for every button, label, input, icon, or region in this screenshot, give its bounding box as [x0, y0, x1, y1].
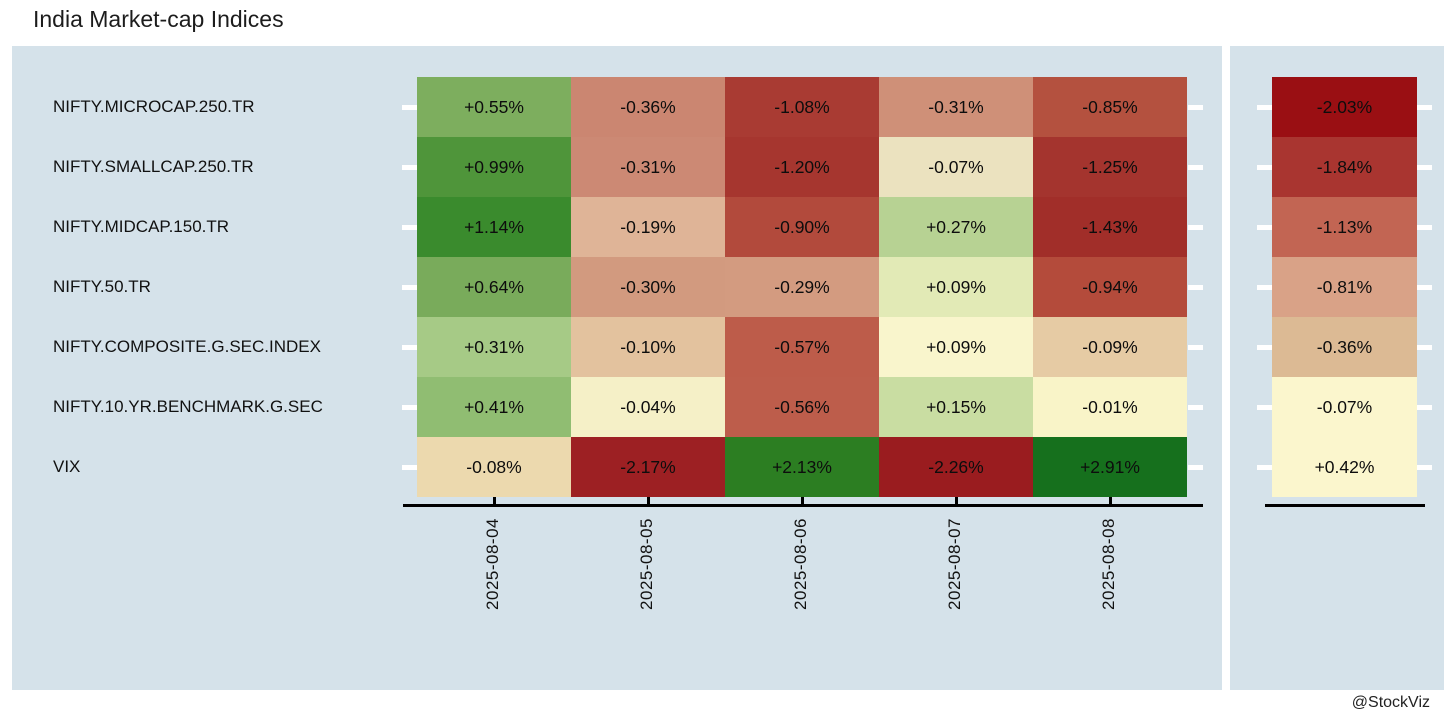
x-tick	[647, 497, 650, 507]
row-label: NIFTY.SMALLCAP.250.TR	[53, 157, 254, 176]
y-tick-dash	[1188, 224, 1203, 230]
heatmap-cell[interactable]: -0.56%	[725, 377, 879, 437]
x-axis-date-label: 2025-08-04	[483, 518, 502, 610]
heatmap-cell[interactable]: +0.55%	[417, 77, 571, 137]
y-tick-dash	[1417, 104, 1432, 110]
x-tick	[955, 497, 958, 507]
heatmap-cell[interactable]: +0.64%	[417, 257, 571, 317]
row-label: NIFTY.MICROCAP.250.TR	[53, 97, 255, 116]
y-tick-dash	[1188, 284, 1203, 290]
heatmap-cell[interactable]: +0.31%	[417, 317, 571, 377]
row-label: NIFTY.10.YR.BENCHMARK.G.SEC	[53, 397, 323, 416]
y-tick-dash	[1257, 104, 1272, 110]
summary-cell[interactable]: -1.13%	[1272, 197, 1417, 257]
x-axis-date-label: 2025-08-06	[791, 518, 810, 610]
summary-cell[interactable]: +0.42%	[1272, 437, 1417, 497]
heatmap-cell[interactable]: -0.29%	[725, 257, 879, 317]
x-tick	[493, 497, 496, 507]
y-tick-dash	[1417, 164, 1432, 170]
y-tick-dash	[1188, 344, 1203, 350]
y-tick-dash	[402, 224, 417, 230]
summary-cell[interactable]: -1.84%	[1272, 137, 1417, 197]
y-tick-dash	[1257, 404, 1272, 410]
heatmap-cell[interactable]: +0.99%	[417, 137, 571, 197]
heatmap-cell[interactable]: -0.01%	[1033, 377, 1187, 437]
row-label: NIFTY.50.TR	[53, 277, 151, 296]
heatmap-cell[interactable]: -0.90%	[725, 197, 879, 257]
row-label: VIX	[53, 457, 81, 476]
y-tick-dash	[402, 464, 417, 470]
y-tick-dash	[1417, 344, 1432, 350]
heatmap-cell[interactable]: -0.19%	[571, 197, 725, 257]
x-tick	[1109, 497, 1112, 507]
heatmap-cell[interactable]: +1.14%	[417, 197, 571, 257]
y-tick-dash	[402, 404, 417, 410]
heatmap-cell[interactable]: -1.20%	[725, 137, 879, 197]
heatmap-cell[interactable]: -0.08%	[417, 437, 571, 497]
heatmap-cell[interactable]: -1.43%	[1033, 197, 1187, 257]
y-tick-dash	[1257, 284, 1272, 290]
heatmap-cell[interactable]: -0.09%	[1033, 317, 1187, 377]
heatmap-cell[interactable]: +2.13%	[725, 437, 879, 497]
heatmap-cell[interactable]: -0.04%	[571, 377, 725, 437]
y-tick-dash	[1188, 164, 1203, 170]
y-tick-dash	[1257, 224, 1272, 230]
y-tick-dash	[1417, 464, 1432, 470]
y-tick-dash	[1188, 404, 1203, 410]
heatmap-cell[interactable]: -0.10%	[571, 317, 725, 377]
y-tick-dash	[1188, 464, 1203, 470]
heatmap-cell[interactable]: +0.41%	[417, 377, 571, 437]
y-tick-dash	[1257, 464, 1272, 470]
y-tick-dash	[402, 164, 417, 170]
heatmap-cell[interactable]: -1.25%	[1033, 137, 1187, 197]
heatmap-cell[interactable]: -0.85%	[1033, 77, 1187, 137]
x-axis-date-label: 2025-08-08	[1099, 518, 1118, 610]
row-label: NIFTY.MIDCAP.150.TR	[53, 217, 230, 236]
summary-cell[interactable]: -0.81%	[1272, 257, 1417, 317]
heatmap-cell[interactable]: -2.26%	[879, 437, 1033, 497]
heatmap-cell[interactable]: -0.31%	[571, 137, 725, 197]
x-axis-date-label: 2025-08-07	[945, 518, 964, 610]
y-tick-dash	[402, 104, 417, 110]
summary-cell[interactable]: -0.07%	[1272, 377, 1417, 437]
heatmap-cell[interactable]: -2.17%	[571, 437, 725, 497]
heatmap-cell[interactable]: -0.31%	[879, 77, 1033, 137]
x-axis-line-summary	[1265, 504, 1425, 507]
heatmap-cell[interactable]: +0.27%	[879, 197, 1033, 257]
y-tick-dash	[1417, 404, 1432, 410]
row-label: NIFTY.COMPOSITE.G.SEC.INDEX	[53, 337, 321, 356]
y-tick-dash	[1188, 104, 1203, 110]
heatmap-cell[interactable]: -0.94%	[1033, 257, 1187, 317]
heatmap-cell[interactable]: +0.09%	[879, 257, 1033, 317]
heatmap-cell[interactable]: +0.09%	[879, 317, 1033, 377]
summary-cell[interactable]: -2.03%	[1272, 77, 1417, 137]
heatmap-cell[interactable]: -0.30%	[571, 257, 725, 317]
y-tick-dash	[1417, 224, 1432, 230]
y-tick-dash	[402, 344, 417, 350]
y-tick-dash	[1257, 344, 1272, 350]
summary-cell[interactable]: -0.36%	[1272, 317, 1417, 377]
heatmap-cell[interactable]: -1.08%	[725, 77, 879, 137]
heatmap-cell[interactable]: +0.15%	[879, 377, 1033, 437]
heatmap-cell[interactable]: +2.91%	[1033, 437, 1187, 497]
heatmap-cell[interactable]: -0.07%	[879, 137, 1033, 197]
x-axis-line-main	[403, 504, 1203, 507]
x-axis-date-label: 2025-08-05	[637, 518, 656, 610]
page-title: India Market-cap Indices	[33, 6, 284, 32]
y-tick-dash	[402, 284, 417, 290]
x-tick	[801, 497, 804, 507]
y-tick-dash	[1257, 164, 1272, 170]
watermark-stockviz: @StockViz	[1351, 694, 1430, 711]
heatmap-cell[interactable]: -0.36%	[571, 77, 725, 137]
y-tick-dash	[1417, 284, 1432, 290]
heatmap-cell[interactable]: -0.57%	[725, 317, 879, 377]
